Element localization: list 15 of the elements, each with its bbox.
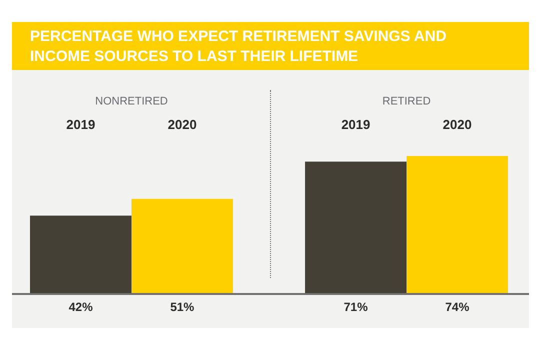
- text: 2019: [341, 117, 370, 132]
- bar: [406, 156, 508, 294]
- data-label: 51%: [170, 300, 195, 314]
- data-label: 42%: [68, 300, 94, 314]
- data-label: 71%: [344, 300, 368, 314]
- bar: [30, 216, 132, 294]
- bar: [131, 198, 233, 294]
- text: 2019: [66, 117, 96, 132]
- chart-title: PERCENTAGE WHO EXPECT RETIREMENT SAVINGS AND INCOME SOURCES TO LAST THEIR LIFETIME: [12, 22, 529, 70]
- series-label: 2020: [442, 117, 472, 132]
- x-tick-label: NONRETIRED: [95, 96, 168, 108]
- data-label: 74%: [445, 300, 470, 314]
- x-tick-label: RETIRED: [382, 96, 431, 108]
- text: 2020: [168, 117, 197, 132]
- bar: [305, 162, 407, 294]
